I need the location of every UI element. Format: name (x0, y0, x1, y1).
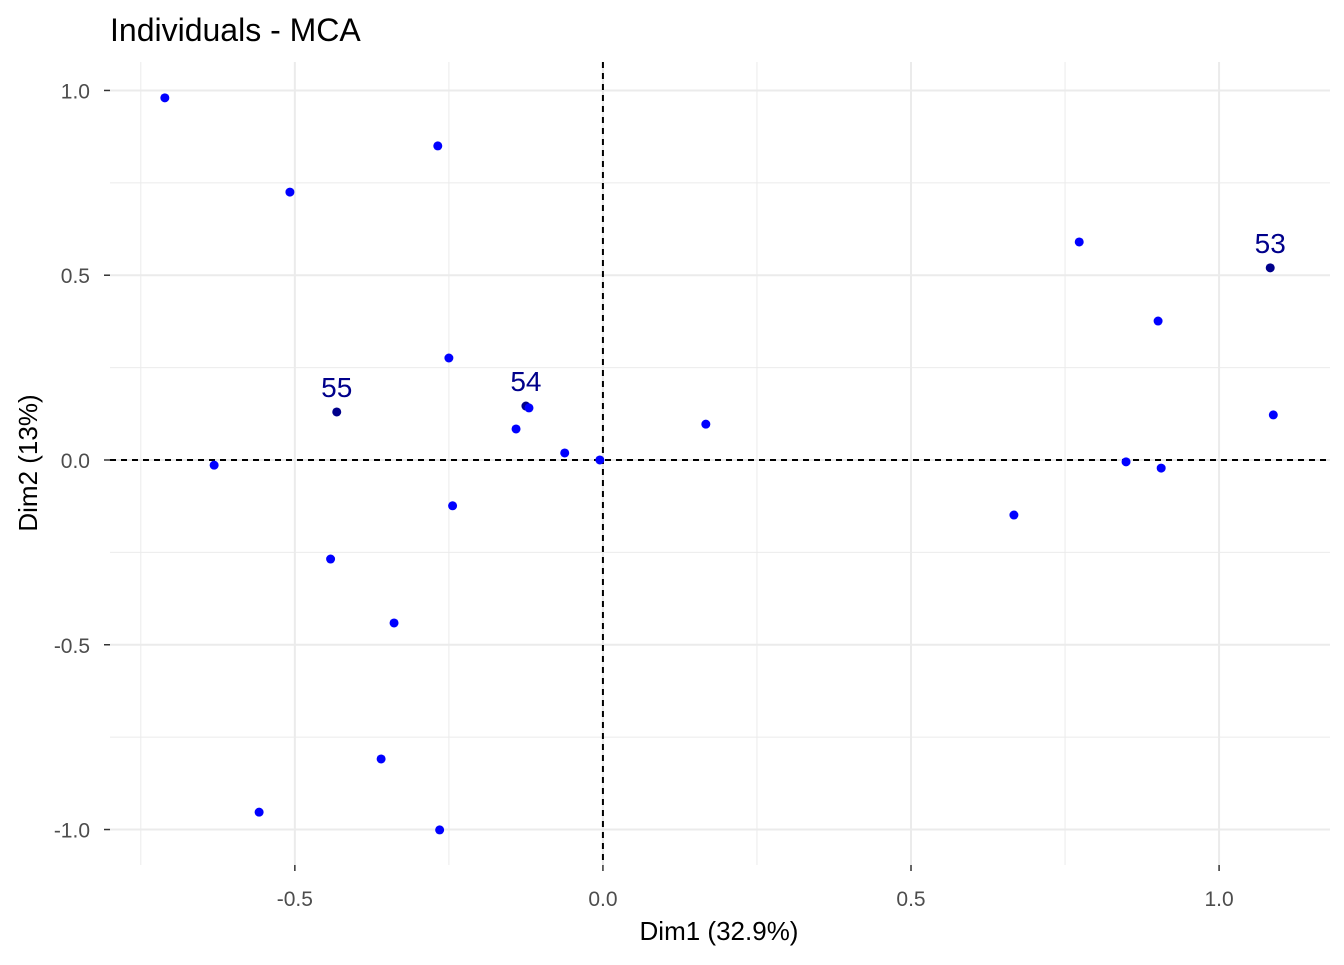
data-point (560, 448, 570, 458)
x-tick-label: 1.0 (1204, 888, 1233, 911)
data-point (1268, 410, 1278, 420)
data-point (511, 424, 521, 434)
data-point (1009, 510, 1019, 520)
point-label: 53 (1255, 228, 1286, 259)
data-point (285, 187, 295, 197)
point-label: 54 (510, 366, 541, 397)
x-tick-label: 0.0 (588, 888, 617, 911)
data-point (1156, 463, 1166, 473)
data-point (433, 141, 443, 151)
data-point (209, 460, 219, 470)
data-point (160, 93, 170, 103)
y-tick-label: 1.0 (61, 80, 90, 103)
data-point (1121, 457, 1131, 467)
y-tick-label: -1.0 (54, 820, 90, 843)
y-axis-label: Dim2 (13%) (13, 394, 43, 531)
chart-title: Individuals - MCA (110, 12, 361, 48)
x-tick-label: 0.5 (896, 888, 925, 911)
y-tick-label: -0.5 (54, 635, 90, 658)
grid (110, 62, 1330, 865)
data-point (1153, 316, 1163, 326)
data-point (326, 554, 336, 564)
axis-ticks: -0.5 0.0 0.5 1.0 1.0 0.5 0.0 -0.5 -1.0 (54, 80, 1234, 911)
data-point (524, 403, 534, 413)
data-point (444, 353, 454, 363)
data-point (448, 501, 458, 511)
data-point (254, 807, 264, 817)
data-point (332, 407, 342, 417)
y-tick-label: 0.0 (61, 450, 90, 473)
data-point (1074, 237, 1084, 247)
data-point (376, 754, 386, 764)
data-point (435, 825, 445, 835)
y-tick-label: 0.5 (61, 265, 90, 288)
x-tick-label: -0.5 (277, 888, 313, 911)
point-label: 55 (321, 372, 352, 403)
points: 55 54 53 (160, 93, 1286, 835)
x-axis-label: Dim1 (32.9%) (640, 916, 799, 946)
data-point (595, 455, 605, 465)
data-point (701, 419, 711, 429)
data-point (1265, 263, 1275, 273)
data-point (389, 618, 399, 628)
